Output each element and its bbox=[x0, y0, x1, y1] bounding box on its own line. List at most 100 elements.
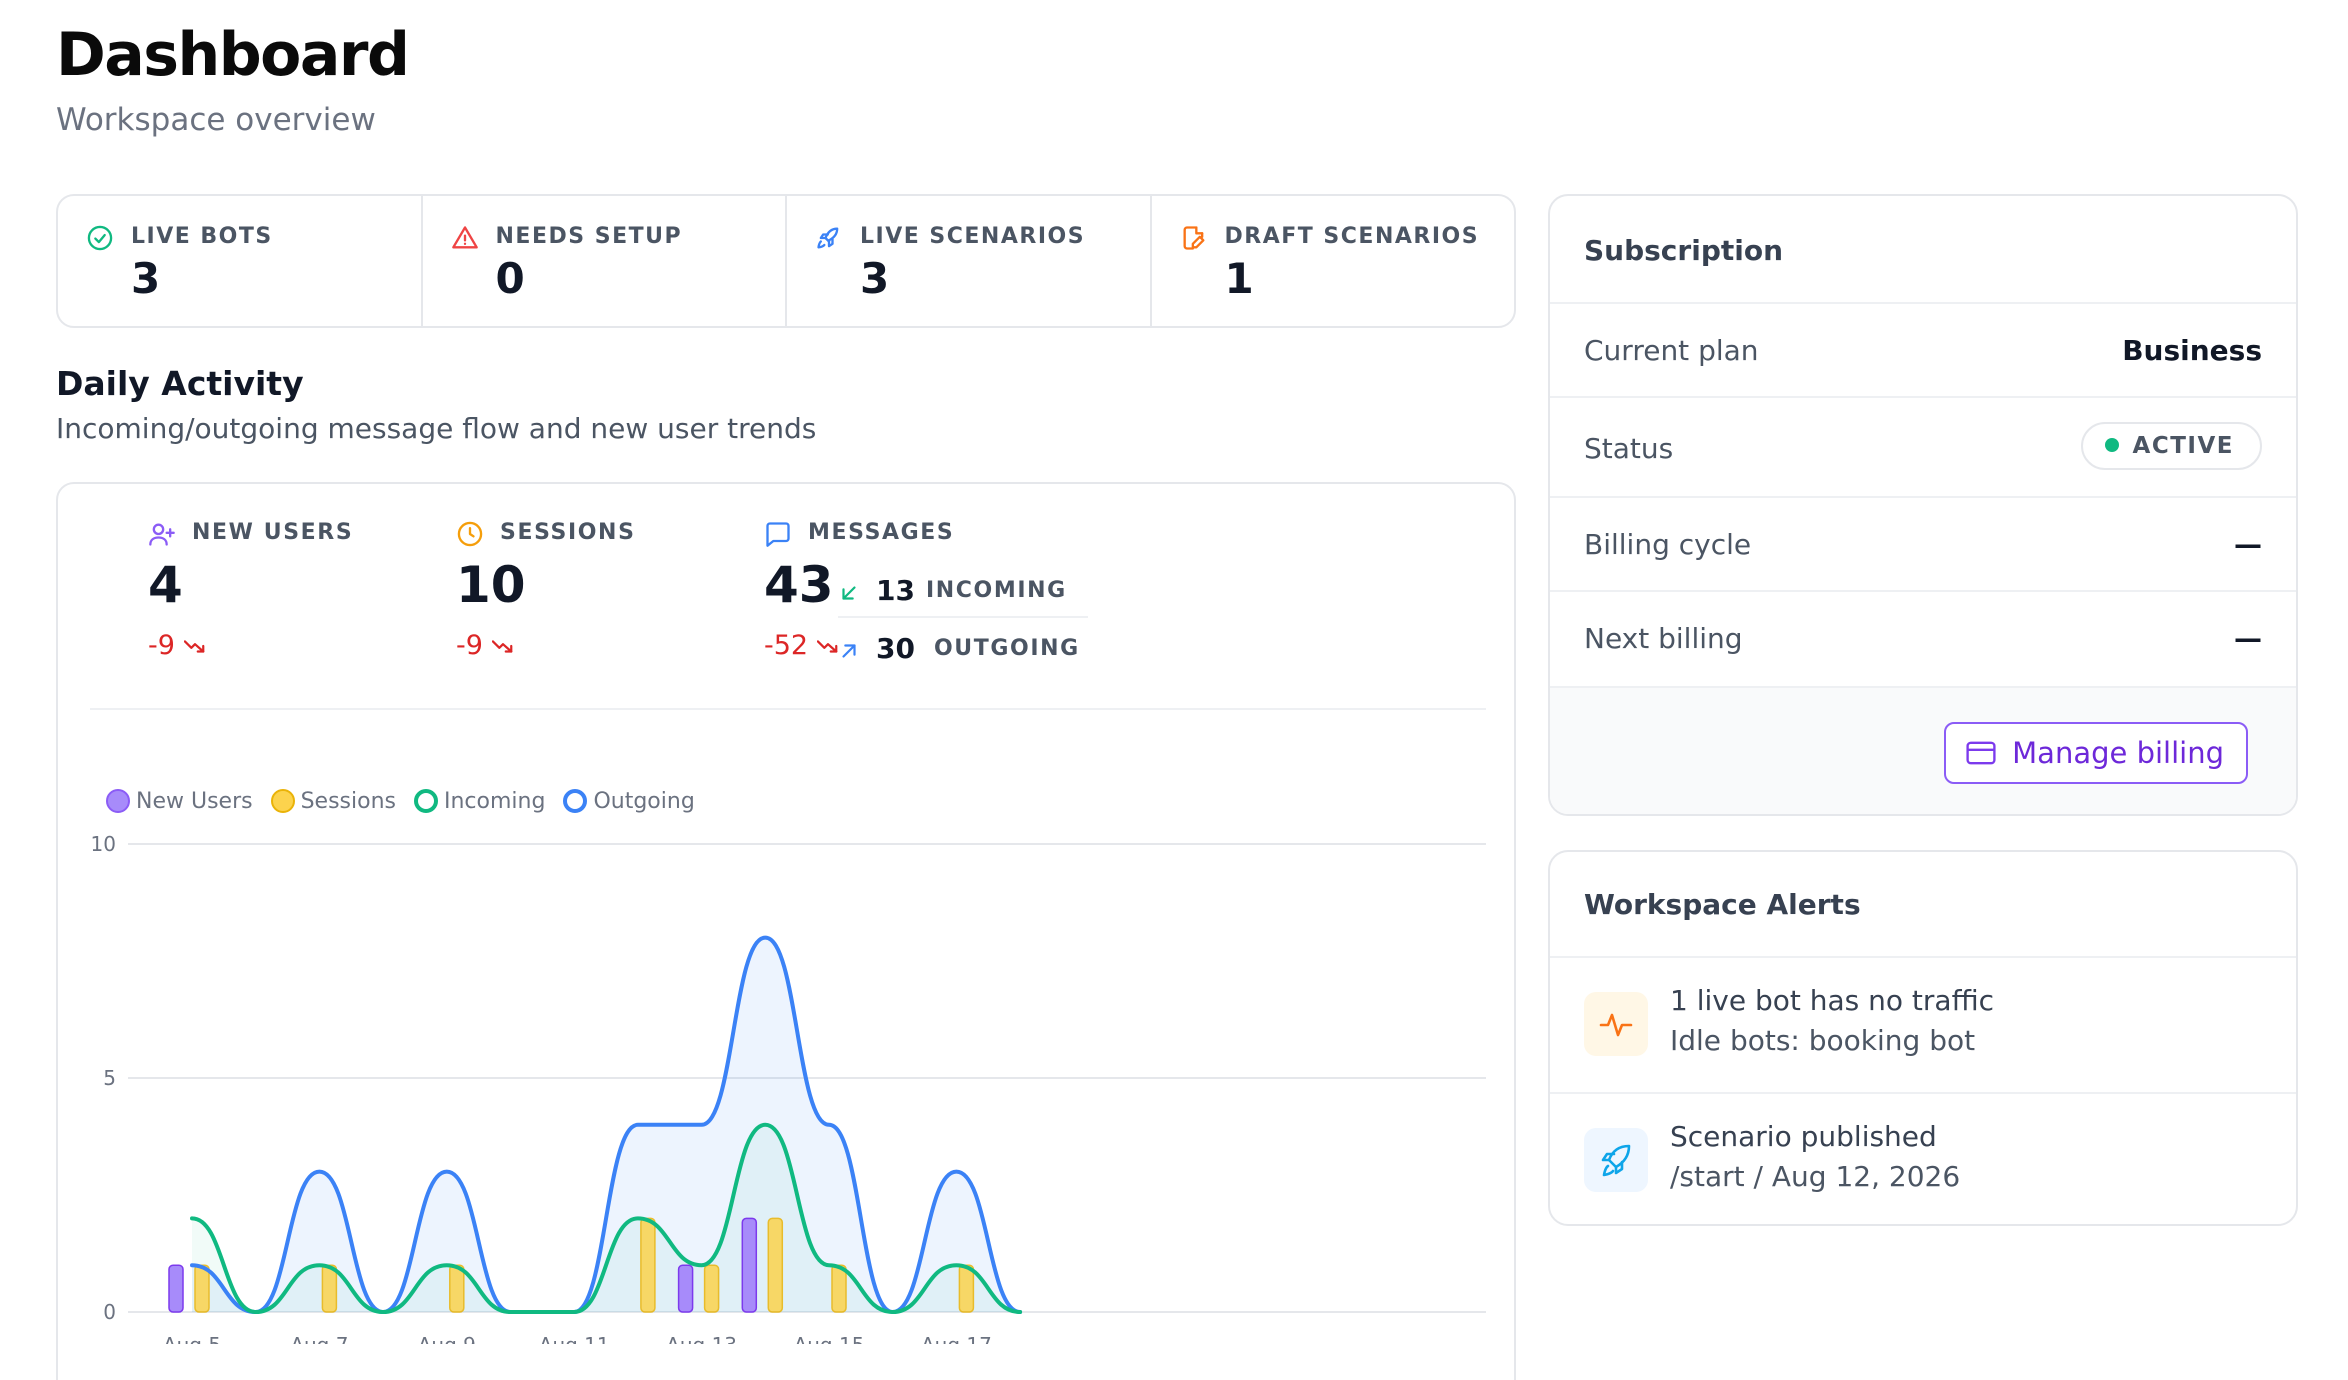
outgoing-area bbox=[192, 937, 1021, 1312]
legend-swatch bbox=[414, 789, 438, 813]
page-subtitle: Workspace overview bbox=[56, 102, 376, 138]
sessions-bar bbox=[449, 1264, 465, 1313]
metric-delta: -9 bbox=[456, 630, 514, 661]
metric-delta: -52 bbox=[764, 630, 839, 661]
alerts-title: Workspace Alerts bbox=[1584, 888, 1861, 921]
subscription-card: Subscription Current plan Business Statu… bbox=[1548, 194, 2298, 816]
stat-value: 3 bbox=[860, 254, 890, 303]
legend-label: Outgoing bbox=[593, 788, 695, 814]
stat-needs-setup[interactable]: NEEDS SETUP 0 bbox=[423, 196, 787, 326]
edit-document-icon bbox=[1183, 226, 1204, 250]
credit-card-icon bbox=[1966, 741, 1996, 765]
legend-outgoing[interactable]: Outgoing bbox=[563, 788, 695, 814]
billing-cycle-label: Billing cycle bbox=[1584, 528, 1752, 561]
daily-activity-title: Daily Activity bbox=[56, 364, 304, 403]
legend-sessions[interactable]: Sessions bbox=[270, 788, 396, 814]
outgoing-label: OUTGOING bbox=[934, 636, 1080, 661]
rocket-icon bbox=[817, 227, 839, 249]
metric-delta: -9 bbox=[148, 630, 206, 661]
sessions-bar bbox=[831, 1264, 847, 1313]
new-users-bar bbox=[741, 1217, 758, 1313]
alert-icon-box bbox=[1584, 992, 1648, 1056]
metric-label: NEW USERS bbox=[192, 520, 354, 545]
stats-row: LIVE BOTS 3 NEEDS SETUP 0 LIVE SCENARIOS… bbox=[56, 194, 1516, 328]
stat-live-bots[interactable]: LIVE BOTS 3 bbox=[58, 196, 423, 326]
arrow-down-left-icon bbox=[842, 586, 856, 600]
legend-label: New Users bbox=[136, 788, 253, 814]
workspace-alerts-card: Workspace Alerts 1 live bot has no traff… bbox=[1548, 850, 2298, 1226]
new-users-bar bbox=[168, 1264, 184, 1313]
status-row: Status ACTIVE bbox=[1550, 396, 2296, 498]
current-plan-label: Current plan bbox=[1584, 334, 1759, 367]
stat-value: 3 bbox=[131, 254, 161, 303]
metric-value: 4 bbox=[148, 556, 183, 614]
arrow-up-right-icon bbox=[842, 644, 856, 658]
stat-label: DRAFT SCENARIOS bbox=[1224, 224, 1480, 249]
sessions-bar bbox=[703, 1264, 720, 1313]
alert-title: Scenario published bbox=[1670, 1120, 1937, 1153]
incoming-breakdown: 13 INCOMING bbox=[838, 566, 1088, 618]
alert-subtitle: Idle bots: booking bot bbox=[1670, 1024, 1976, 1057]
sessions-bar bbox=[767, 1217, 784, 1313]
stat-live-scenarios[interactable]: LIVE SCENARIOS 3 bbox=[787, 196, 1152, 326]
x-tick-label: Aug 15 bbox=[794, 1333, 865, 1344]
subscription-title: Subscription bbox=[1584, 234, 1784, 267]
warning-triangle-icon bbox=[451, 226, 478, 249]
alert-item[interactable]: Scenario published /start / Aug 12, 2026 bbox=[1550, 1092, 2296, 1224]
x-tick-label: Aug 9 bbox=[418, 1333, 476, 1344]
stat-label: NEEDS SETUP bbox=[495, 224, 683, 249]
legend-swatch bbox=[270, 789, 295, 813]
check-circle-icon bbox=[87, 225, 113, 251]
incoming-line bbox=[190, 1122, 1023, 1315]
metric-sessions: SESSIONS 10 -9 bbox=[426, 484, 726, 684]
trend-down-icon bbox=[183, 640, 204, 653]
next-billing-row: Next billing — bbox=[1550, 590, 2296, 686]
metric-value: 10 bbox=[456, 556, 526, 614]
x-tick-label: Aug 17 bbox=[921, 1333, 992, 1344]
legend-incoming[interactable]: Incoming bbox=[414, 789, 545, 814]
stat-label: LIVE BOTS bbox=[131, 224, 273, 249]
activity-chart: 0 5 10 Aug 5 Aug 7 Aug 9 Aug 11 Aug 13 Aug 15 Aug… bbox=[91, 832, 1486, 1344]
status-badge: ACTIVE bbox=[2080, 422, 2262, 470]
status-dot-icon bbox=[2104, 438, 2119, 452]
current-plan-value: Business bbox=[2122, 334, 2262, 367]
next-billing-value: — bbox=[2234, 622, 2262, 655]
manage-billing-label: Manage billing bbox=[2012, 736, 2224, 770]
message-square-icon bbox=[766, 522, 790, 547]
trend-down-icon bbox=[816, 640, 838, 653]
chart-legend: New Users Sessions Incoming Outgoing bbox=[106, 784, 701, 818]
trend-down-icon bbox=[491, 640, 512, 653]
legend-label: Incoming bbox=[444, 788, 546, 814]
stat-draft-scenarios[interactable]: DRAFT SCENARIOS 1 bbox=[1152, 196, 1515, 326]
incoming-count: 13 bbox=[876, 574, 915, 607]
activity-pulse-icon bbox=[1599, 1013, 1633, 1037]
status-label: Status bbox=[1584, 432, 1674, 465]
stat-value: 1 bbox=[1224, 254, 1254, 303]
metric-messages: MESSAGES 43 -52 bbox=[734, 484, 1034, 684]
y-tick-label: 0 bbox=[103, 1300, 116, 1324]
alert-item[interactable]: 1 live bot has no traffic Idle bots: boo… bbox=[1550, 956, 2296, 1092]
daily-activity-card: NEW USERS 4 -9 SESSIONS 10 -9 MESSAGES 4… bbox=[56, 482, 1516, 1380]
manage-billing-button[interactable]: Manage billing bbox=[1944, 722, 2248, 784]
page-title: Dashboard bbox=[56, 20, 410, 90]
legend-swatch bbox=[563, 789, 588, 813]
x-tick-label: Aug 11 bbox=[539, 1333, 610, 1344]
sessions-bar bbox=[958, 1264, 975, 1313]
incoming-label: INCOMING bbox=[926, 578, 1067, 603]
metric-label: MESSAGES bbox=[808, 520, 955, 545]
alert-title: 1 live bot has no traffic bbox=[1670, 984, 1995, 1017]
metric-new-users: NEW USERS 4 -9 bbox=[118, 484, 418, 684]
y-tick-label: 10 bbox=[91, 832, 116, 856]
stat-label: LIVE SCENARIOS bbox=[860, 224, 1086, 249]
metric-label: SESSIONS bbox=[500, 520, 636, 545]
legend-label: Sessions bbox=[300, 788, 396, 814]
y-tick-label: 5 bbox=[103, 1066, 116, 1090]
rocket-icon bbox=[1601, 1144, 1631, 1177]
x-tick-label: Aug 5 bbox=[163, 1333, 221, 1344]
outgoing-breakdown: 30 OUTGOING bbox=[838, 624, 1088, 676]
alert-icon-box bbox=[1584, 1128, 1648, 1192]
next-billing-label: Next billing bbox=[1584, 622, 1743, 655]
alert-subtitle: /start / Aug 12, 2026 bbox=[1670, 1160, 1961, 1193]
daily-activity-subtitle: Incoming/outgoing message flow and new u… bbox=[56, 412, 817, 445]
legend-new-users[interactable]: New Users bbox=[106, 789, 253, 814]
